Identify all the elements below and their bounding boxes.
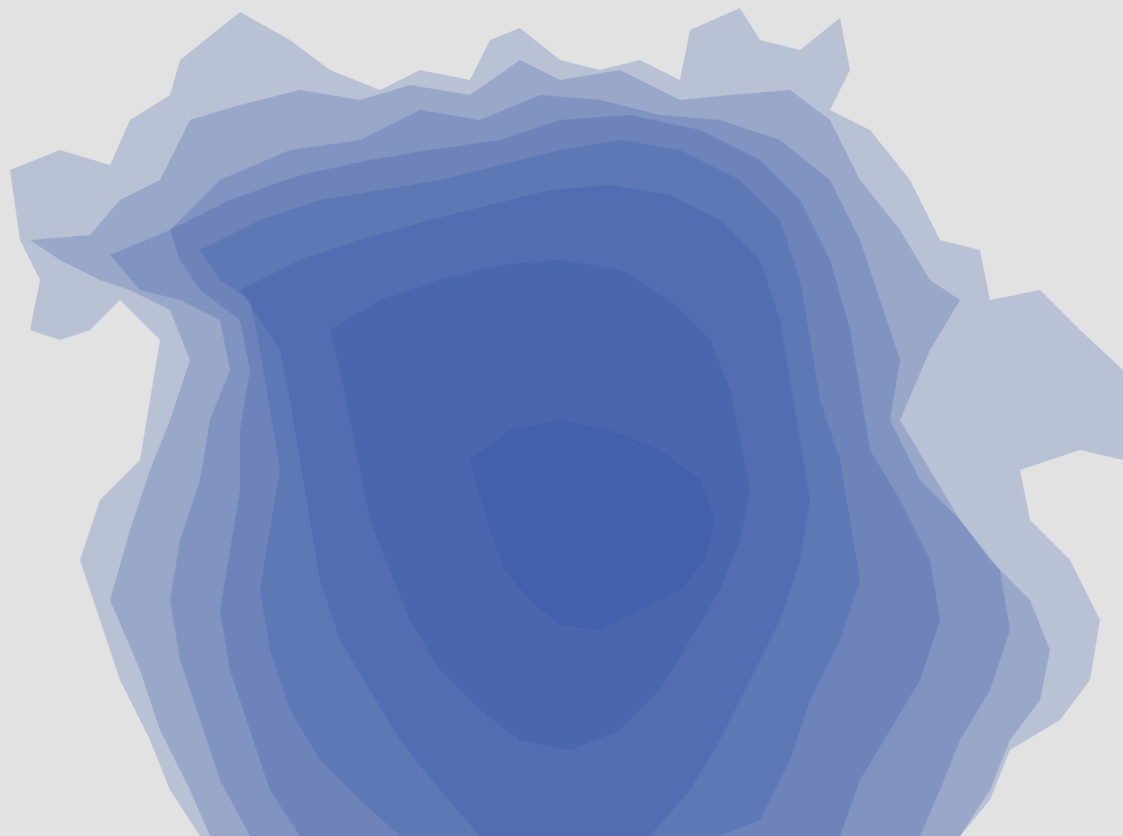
isochrone-band-5 [200,140,860,836]
isochrone-band-6 [240,185,810,836]
isochrone-band-7 [330,260,750,750]
isochrone-band-3 [110,95,1010,836]
isochrone-band-4 [170,115,940,836]
isochrone-band-2 [30,60,1050,836]
isochrone-band-8 [470,420,715,630]
isochrone-band-1 [10,8,1123,836]
